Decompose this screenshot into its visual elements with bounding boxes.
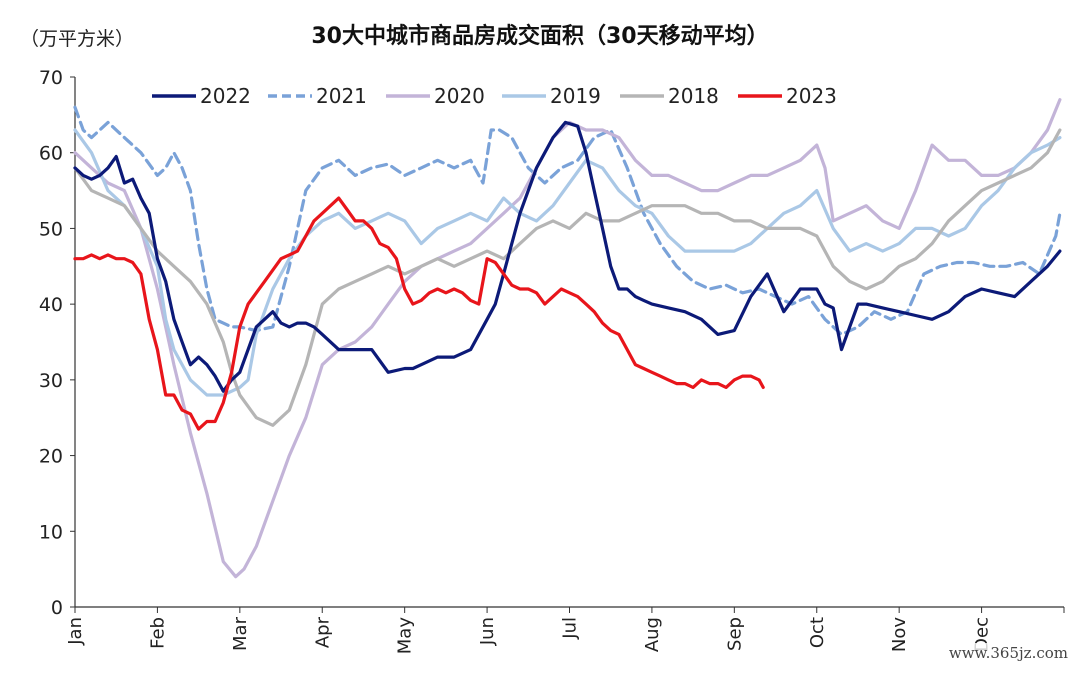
- chart-title: 30大中城市商品房成交面积（30天移动平均）: [311, 24, 769, 49]
- y-tick-label: 10: [39, 521, 63, 543]
- series-line-2023: [73, 196, 765, 431]
- series-line-2019: [73, 128, 1062, 397]
- y-axis-unit-label: （万平方米）: [20, 28, 135, 50]
- legend-label-2019: 2019: [550, 84, 601, 108]
- y-tick-label: 30: [39, 370, 63, 392]
- series-line-2018: [73, 128, 1062, 427]
- y-tick-label: 60: [39, 143, 63, 165]
- x-tick-label: Jun: [477, 617, 498, 646]
- x-tick-label: May: [395, 617, 416, 655]
- y-tick-label: 20: [39, 446, 63, 468]
- watermark: www.365jz.com: [944, 643, 1072, 663]
- y-tick-label: 0: [51, 597, 63, 619]
- x-tick-label: Aug: [642, 617, 663, 652]
- x-tick-label: Jan: [65, 617, 86, 646]
- series-line-2022: [73, 120, 1062, 393]
- legend-label-2020: 2020: [434, 84, 485, 108]
- series-group: [73, 98, 1062, 579]
- legend-label-2023: 2023: [786, 84, 837, 108]
- x-tick-label: Feb: [147, 617, 168, 649]
- y-tick-label: 50: [39, 218, 63, 240]
- y-tick-label: 40: [39, 294, 63, 316]
- legend-label-2022: 2022: [200, 84, 251, 108]
- legend-label-2021: 2021: [316, 84, 367, 108]
- legend-label-2018: 2018: [668, 84, 719, 108]
- legend: 2022 2021 2020 2019 2018 2023: [152, 84, 837, 108]
- x-tick-label: Nov: [889, 617, 910, 652]
- x-tick-label: Apr: [312, 616, 333, 648]
- y-tick-label: 70: [39, 67, 63, 89]
- x-tick-label: Jul: [560, 617, 581, 640]
- x-tick-label: Mar: [230, 616, 251, 651]
- axes: 0 10 20 30 40 50 60 70 Jan Feb Mar Apr May Jun Jul Aug S…: [39, 67, 1065, 655]
- x-tick-label: Sep: [724, 617, 745, 651]
- series-line-2021: [73, 105, 1062, 336]
- x-tick-label: Oct: [807, 617, 828, 648]
